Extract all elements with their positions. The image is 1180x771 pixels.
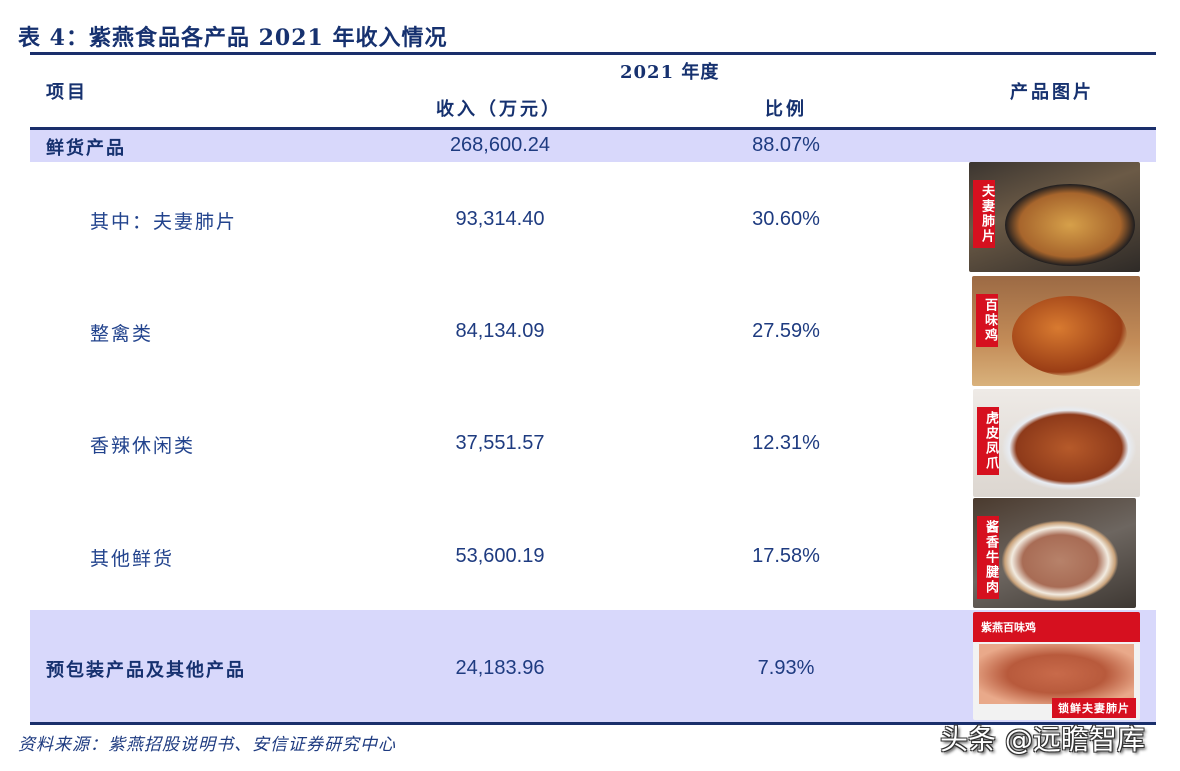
package-header: 紫燕百味鸡 [973, 612, 1140, 642]
product-tag: 酱香牛腱肉 [977, 516, 999, 599]
dish-shape [1001, 520, 1119, 602]
row-label: 其中：夫妻肺片 [90, 211, 238, 233]
product-tag: 夫妻肺片 [973, 180, 995, 248]
row-ratio: 27.59% [752, 320, 820, 342]
header-ratio: 比例 [765, 99, 807, 120]
row-revenue: 93,314.40 [455, 208, 545, 230]
dish-shape [1005, 184, 1135, 266]
row-ratio: 17.58% [752, 545, 820, 567]
row-ratio: 30.60% [752, 208, 820, 230]
product-tag: 百味鸡 [976, 294, 998, 347]
category-band [30, 130, 1156, 162]
product-image-package: 紫燕百味鸡 锁鲜夫妻肺片 [973, 612, 1140, 720]
header-revenue: 收入（万元） [436, 99, 562, 120]
package-brand: 紫燕百味鸡 [981, 621, 1036, 634]
row-label: 鲜货产品 [46, 138, 126, 159]
row-label: 预包装产品及其他产品 [46, 660, 246, 681]
bottom-rule [30, 722, 1156, 725]
row-ratio: 12.31% [752, 432, 820, 454]
row-ratio: 7.93% [757, 657, 815, 679]
product-image-baiwei-ji: 百味鸡 [972, 276, 1140, 386]
watermark: 头条 @远瞻智库 [940, 723, 1145, 756]
header-picture: 产品图片 [1010, 82, 1094, 103]
row-revenue: 53,600.19 [455, 545, 545, 567]
package-food [979, 644, 1134, 704]
row-ratio: 88.07% [752, 134, 820, 156]
header-item: 项目 [46, 82, 88, 103]
product-image-hupi-fengzhao: 虎皮凤爪 [973, 389, 1140, 497]
row-revenue: 84,134.09 [455, 320, 545, 342]
row-revenue: 37,551.57 [455, 432, 545, 454]
chicken-shape [1012, 296, 1127, 376]
dish-shape [1001, 405, 1137, 491]
top-rule [30, 52, 1156, 55]
source-note: 资料来源：紫燕招股说明书、安信证券研究中心 [18, 735, 396, 755]
header-year-group: 2021 年度 [620, 62, 720, 83]
row-label: 香辣休闲类 [90, 435, 196, 457]
row-revenue: 268,600.24 [449, 134, 551, 156]
product-image-fuqi-feipian: 夫妻肺片 [969, 162, 1140, 272]
row-label: 整禽类 [90, 323, 154, 345]
product-tag: 虎皮凤爪 [977, 407, 999, 475]
category-band [30, 610, 1156, 722]
package-label: 锁鲜夫妻肺片 [1052, 698, 1136, 718]
product-image-jiangxiang-niujianrou: 酱香牛腱肉 [973, 498, 1136, 608]
table-title: 表 4：紫燕食品各产品 2021 年收入情况 [18, 25, 448, 51]
header-rule [30, 127, 1156, 130]
row-label: 其他鲜货 [90, 548, 175, 570]
row-revenue: 24,183.96 [455, 657, 545, 679]
